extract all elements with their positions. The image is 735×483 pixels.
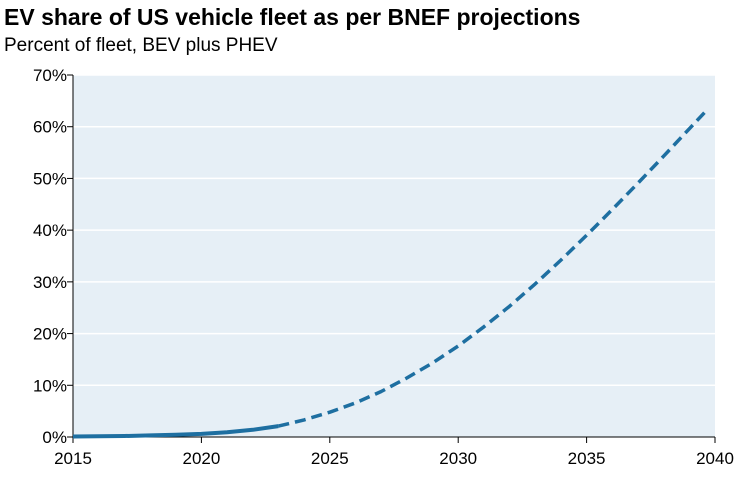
x-tick-label: 2015 <box>54 449 92 468</box>
chart-subtitle: Percent of fleet, BEV plus PHEV <box>4 35 278 56</box>
tick-labels: 0% 10% 20% 30% 40% 50% 60% 70% 2015 2020 2025 2030 2… <box>33 66 734 468</box>
projected-series-line <box>277 108 709 428</box>
x-tick-label: 2035 <box>568 449 606 468</box>
y-tick-label: 20% <box>33 325 67 344</box>
y-tick-label: 10% <box>33 376 67 395</box>
y-tick-label: 50% <box>33 169 67 188</box>
y-tick-label: 60% <box>33 118 67 137</box>
x-tick-label: 2020 <box>182 449 220 468</box>
y-tick-label: 30% <box>33 273 67 292</box>
y-tick-label: 70% <box>33 66 67 85</box>
x-tick-label: 2030 <box>439 449 477 468</box>
x-tick-label: 2040 <box>696 449 734 468</box>
historical-series-line <box>72 424 279 439</box>
plot-background <box>73 75 715 437</box>
chart-title: EV share of US vehicle fleet as per BNEF… <box>4 4 581 30</box>
y-tick-label: 40% <box>33 221 67 240</box>
x-tick-label: 2025 <box>311 449 349 468</box>
series-lines <box>72 108 709 439</box>
y-tick-label: 0% <box>42 428 67 447</box>
axes <box>67 74 716 443</box>
